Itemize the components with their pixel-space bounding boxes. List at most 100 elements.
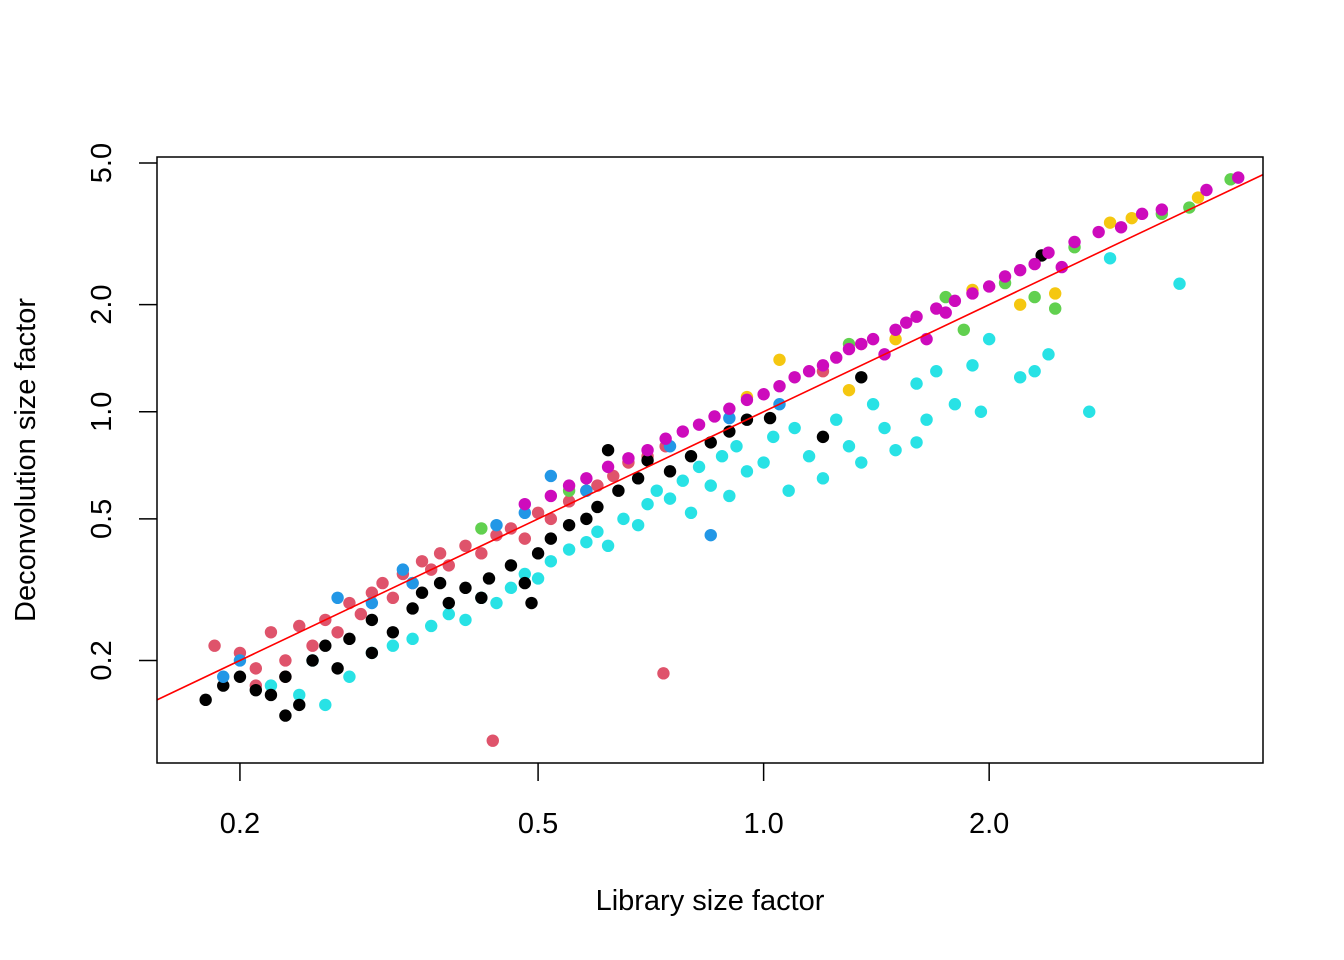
data-point — [974, 405, 988, 418]
data-point — [279, 670, 292, 683]
data-point — [442, 596, 455, 610]
x-tick-label: 1.0 — [743, 808, 783, 840]
data-point — [957, 323, 970, 336]
data-point — [910, 310, 923, 323]
data-point — [842, 383, 856, 397]
data-point — [544, 532, 558, 545]
data-point — [1083, 405, 1096, 418]
data-point — [293, 688, 306, 702]
x-tick-label: 2.0 — [969, 808, 1009, 840]
data-point — [704, 436, 717, 449]
data-point — [562, 495, 576, 508]
data-point — [490, 518, 503, 532]
data-points — [199, 171, 1245, 747]
data-point — [930, 365, 943, 378]
data-point — [715, 450, 729, 463]
identity-reference-line — [156, 173, 1264, 701]
data-point — [631, 472, 645, 485]
data-point — [939, 306, 952, 319]
data-point — [612, 484, 625, 497]
data-point — [580, 484, 593, 497]
data-point — [816, 359, 830, 372]
plot-frame — [156, 156, 1264, 764]
data-point — [1114, 221, 1128, 234]
data-point — [1092, 225, 1105, 239]
data-point — [617, 512, 630, 526]
data-point — [684, 506, 698, 520]
data-point — [1028, 365, 1041, 378]
data-point — [1103, 216, 1117, 229]
y-tick-label: 2.0 — [86, 284, 118, 324]
data-point — [816, 472, 830, 485]
data-point — [518, 506, 532, 520]
data-point — [433, 576, 447, 590]
y-axis-label: Deconvolution size factor — [10, 298, 42, 622]
data-point — [531, 547, 545, 560]
data-point — [910, 436, 923, 449]
data-point — [676, 474, 689, 487]
data-point — [948, 294, 962, 308]
y-tick-label: 0.2 — [86, 640, 118, 680]
data-point — [878, 421, 891, 435]
data-point — [459, 613, 472, 627]
data-point — [773, 379, 786, 393]
data-point — [562, 479, 576, 492]
data-point — [1042, 246, 1055, 259]
y-axis: 0.2 0.5 1.0 2.0 5.0 — [86, 143, 157, 681]
data-point — [459, 539, 472, 553]
data-point — [982, 332, 996, 346]
data-point — [544, 489, 558, 503]
data-point — [591, 500, 604, 514]
data-point — [601, 443, 615, 457]
data-point — [842, 342, 856, 356]
data-point — [782, 484, 795, 497]
data-point — [1028, 290, 1041, 304]
data-point — [475, 547, 488, 560]
data-point — [331, 662, 344, 675]
data-point — [406, 602, 419, 615]
data-point — [920, 413, 933, 426]
data-point — [889, 323, 902, 336]
data-point — [490, 596, 503, 610]
data-point — [900, 316, 913, 329]
data-point — [692, 460, 706, 474]
data-point — [1068, 235, 1081, 249]
data-point — [1191, 191, 1205, 204]
data-point — [1135, 207, 1149, 221]
data-point — [544, 555, 558, 568]
data-point — [396, 563, 410, 576]
x-tick-label: 0.5 — [518, 808, 558, 840]
data-point — [692, 418, 706, 431]
data-point — [1173, 277, 1186, 290]
data-point — [607, 469, 620, 483]
data-point — [855, 456, 868, 469]
data-point — [802, 365, 816, 378]
data-point — [1049, 302, 1062, 315]
data-point — [1232, 171, 1245, 184]
data-point — [1103, 252, 1117, 265]
data-point — [365, 613, 379, 627]
data-point — [331, 626, 344, 639]
data-point — [343, 596, 356, 610]
data-point — [319, 698, 332, 712]
data-point — [1049, 287, 1062, 300]
data-point — [525, 596, 538, 610]
data-point — [704, 479, 717, 492]
data-point — [459, 581, 472, 595]
data-point — [855, 337, 868, 351]
data-point — [1028, 257, 1041, 271]
data-point — [684, 450, 698, 463]
data-point — [889, 443, 902, 457]
data-point — [1055, 260, 1068, 274]
data-point — [641, 454, 654, 467]
data-point — [518, 532, 532, 545]
y-tick-label: 0.5 — [86, 499, 118, 539]
data-point — [365, 646, 379, 660]
data-point — [217, 670, 230, 683]
data-point — [930, 302, 943, 315]
data-point — [518, 497, 532, 511]
data-point — [866, 398, 880, 411]
data-point — [279, 654, 292, 667]
data-point — [740, 465, 754, 478]
data-point — [415, 555, 429, 568]
